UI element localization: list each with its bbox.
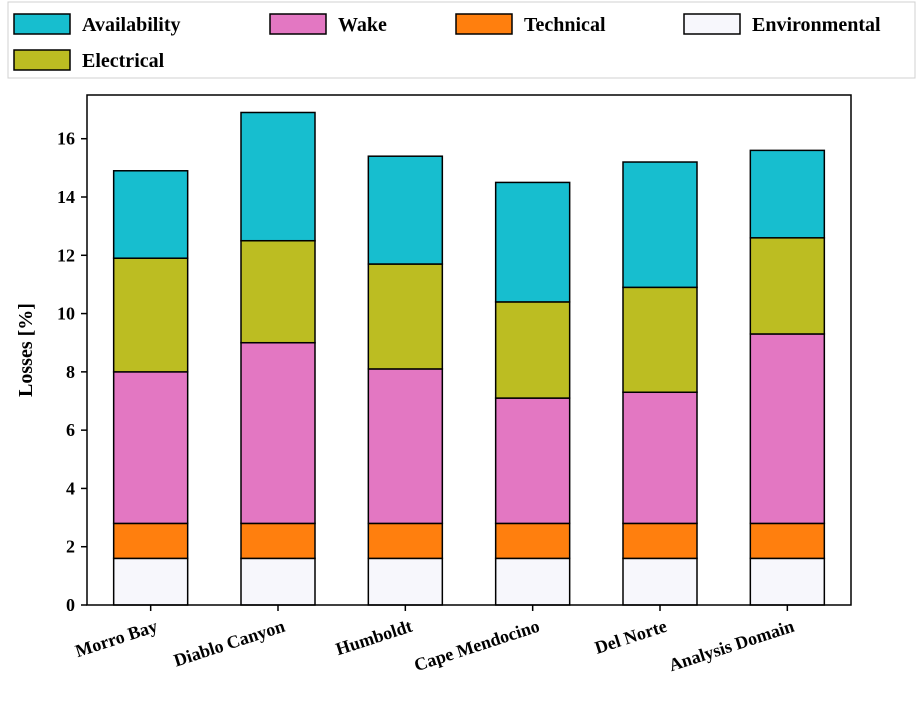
bar-environmental-diablo-canyon [240,557,316,606]
y-tick-label: 10 [57,304,75,324]
y-tick-label: 16 [57,129,75,149]
bar-wake-diablo-canyon [240,341,316,525]
chart-legend: Availability Wake Technical Environmental El… [7,1,916,79]
bar-availability-humboldt [367,155,444,265]
bar-electrical-cape-mendocino [494,301,571,399]
bar-electrical-diablo-canyon [240,239,316,344]
legend-label-environmental: Environmental [752,14,881,36]
bar-electrical-analysis-domain [749,237,826,335]
bar-availability-cape-mendocino [494,181,571,303]
bar-availability-del-norte [622,161,698,289]
y-axis-label: Losses [%] [15,303,37,397]
y-tick-label: 2 [66,537,75,557]
legend-label-electrical: Electrical [82,50,165,72]
bar-wake-cape-mendocino [494,397,571,525]
x-tick-label-analysis-domain: Analysis Domain [666,616,796,675]
bar-environmental-del-norte [622,557,698,606]
bar-wake-analysis-domain [749,333,826,525]
x-tick-label-humboldt: Humboldt [333,616,414,659]
x-tick-label-cape-mendocino: Cape Mendocino [412,616,542,675]
bar-availability-analysis-domain [749,149,826,239]
bar-environmental-analysis-domain [749,557,826,606]
bar-technical-humboldt [367,522,444,560]
legend-swatch-environmental [683,13,741,35]
x-tick-label-morro-bay: Morro Bay [73,616,160,661]
bar-wake-del-norte [622,391,698,525]
y-tick-label: 6 [66,420,75,440]
legend-label-availability: Availability [82,14,181,36]
y-tick-label: 14 [57,187,75,207]
bar-availability-morro-bay [112,170,189,259]
bar-technical-cape-mendocino [494,522,571,560]
bar-wake-humboldt [367,368,444,525]
bar-electrical-morro-bay [112,257,189,373]
bar-electrical-humboldt [367,263,444,370]
y-tick-label: 0 [66,595,75,615]
bar-technical-diablo-canyon [240,522,316,560]
x-tick-label-del-norte: Del Norte [592,616,669,658]
y-tick-label: 12 [57,245,75,265]
legend-swatch-wake [269,13,327,35]
bar-environmental-humboldt [367,557,444,606]
bar-electrical-del-norte [622,286,698,394]
bar-wake-morro-bay [112,371,189,525]
y-axis: 0 2 4 6 8 10 12 14 16 [57,129,87,615]
y-tick-label: 4 [66,478,75,498]
legend-swatch-availability [13,13,71,35]
bar-environmental-cape-mendocino [494,557,571,606]
bar-environmental-morro-bay [112,557,189,606]
legend-label-wake: Wake [338,14,387,36]
legend-swatch-electrical [13,49,71,71]
bar-technical-analysis-domain [749,522,826,560]
y-tick-label: 8 [66,362,75,382]
bar-availability-diablo-canyon [240,111,316,242]
plot-area [86,94,852,606]
bar-technical-morro-bay [112,522,189,560]
legend-label-technical: Technical [524,14,606,36]
x-tick-label-diablo-canyon: Diablo Canyon [171,616,287,671]
plot-frame [86,94,852,606]
legend-swatch-technical [455,13,513,35]
bar-technical-del-norte [622,522,698,560]
